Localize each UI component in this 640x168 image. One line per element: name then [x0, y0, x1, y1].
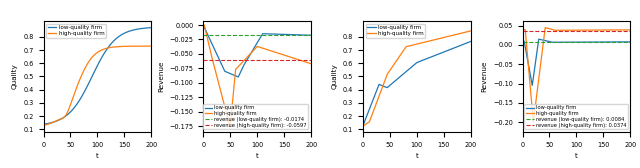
X-axis label: t: t [96, 153, 99, 159]
Y-axis label: Revenue: Revenue [158, 61, 164, 92]
Y-axis label: Quality: Quality [332, 64, 337, 89]
X-axis label: t: t [575, 153, 578, 159]
Legend: low-quality firm, high-quality firm, revenue (low-quality firm): 0.0084, revenue: low-quality firm, high-quality firm, rev… [525, 104, 628, 129]
X-axis label: t: t [256, 153, 259, 159]
Legend: low-quality firm, high-quality firm: low-quality firm, high-quality firm [46, 24, 106, 38]
Y-axis label: Revenue: Revenue [481, 61, 488, 92]
Legend: low-quality firm, high-quality firm: low-quality firm, high-quality firm [365, 24, 425, 38]
Legend: low-quality firm, high-quality firm, revenue (low-quality firm): -0.0174, revenu: low-quality firm, high-quality firm, rev… [203, 104, 308, 129]
Y-axis label: Quality: Quality [12, 64, 18, 89]
X-axis label: t: t [415, 153, 418, 159]
